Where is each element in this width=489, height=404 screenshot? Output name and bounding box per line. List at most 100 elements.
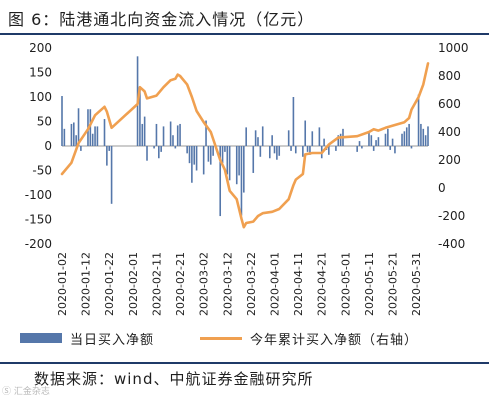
x-tick-label: 2020-05-21 xyxy=(387,252,400,316)
x-tick-label: 2020-04-21 xyxy=(316,252,329,316)
bar-daily-net xyxy=(169,121,172,146)
y-left-tick-label: 150 xyxy=(29,66,52,80)
bar-daily-net xyxy=(176,125,179,146)
bar-daily-net xyxy=(261,126,264,146)
x-tick-label: 2020-05-11 xyxy=(363,252,376,316)
y-left-tick-label: -150 xyxy=(25,213,52,227)
bar-daily-net xyxy=(61,96,63,146)
bar-daily-net xyxy=(252,146,255,173)
bar-daily-net xyxy=(273,146,276,154)
y-left-tick-label: -100 xyxy=(25,188,52,202)
bar-daily-net xyxy=(179,123,181,146)
bar-daily-net xyxy=(417,94,420,146)
bar-daily-net xyxy=(193,146,196,165)
legend-label-cumulative: 今年累计买入净额（右轴） xyxy=(250,332,419,348)
bar-daily-net xyxy=(335,146,337,151)
bar-daily-net xyxy=(408,123,410,146)
bar-daily-net xyxy=(424,135,427,146)
y-left-tick-label: 50 xyxy=(37,115,52,129)
y-right-tick-label: 1000 xyxy=(438,41,469,55)
bar-daily-net xyxy=(328,146,330,155)
title-divider xyxy=(0,33,489,35)
watermark: Ⓢ 汇金杂志 xyxy=(2,387,50,397)
bar-daily-net xyxy=(224,146,226,152)
bar-daily-net xyxy=(108,146,111,151)
bar-daily-net xyxy=(304,120,307,146)
bar-daily-net xyxy=(240,146,243,216)
bar-daily-net xyxy=(94,126,96,146)
bar-daily-net xyxy=(356,146,358,152)
bar-daily-net xyxy=(80,146,82,151)
bar-daily-net xyxy=(370,135,373,146)
bar-daily-net xyxy=(103,119,106,146)
bar-daily-net xyxy=(372,146,375,151)
bar-daily-net xyxy=(207,146,210,162)
bar-daily-net xyxy=(202,146,205,175)
bar-daily-net xyxy=(339,133,342,146)
bar-daily-net xyxy=(268,146,271,159)
source-divider xyxy=(0,362,489,364)
y-right-tick-label: -400 xyxy=(438,237,465,251)
x-tick-label: 2020-03-12 xyxy=(221,252,234,316)
bar-daily-net xyxy=(290,146,292,151)
y-right-tick-label: 200 xyxy=(438,153,461,167)
bar-daily-net xyxy=(89,109,92,146)
x-tick-label: 2020-01-22 xyxy=(103,252,116,316)
x-tick-label: 2020-04-11 xyxy=(292,252,305,316)
bar-daily-net xyxy=(384,133,387,146)
bar-daily-net xyxy=(153,146,155,149)
bar-daily-net xyxy=(278,146,281,156)
x-tick-label: 2020-04-01 xyxy=(269,252,282,316)
bar-daily-net xyxy=(257,137,259,146)
bar-daily-net xyxy=(420,123,422,146)
bar-daily-net xyxy=(75,135,77,146)
data-source: 数据来源：wind、中航证券金融研究所 xyxy=(34,370,314,388)
bar-daily-net xyxy=(259,146,262,157)
bar-daily-net xyxy=(106,146,108,166)
bar-daily-net xyxy=(368,131,370,146)
bar-daily-net xyxy=(318,127,321,146)
x-tick-label: 2020-02-21 xyxy=(174,252,187,316)
bar-daily-net xyxy=(186,146,188,154)
bar-daily-net xyxy=(91,133,94,146)
bar-daily-net xyxy=(387,128,389,146)
bar-daily-net xyxy=(287,130,290,146)
bar-daily-net xyxy=(238,146,240,176)
bar-daily-net xyxy=(254,130,257,146)
bar-daily-net xyxy=(96,126,99,146)
bar-daily-net xyxy=(422,128,425,146)
bar-daily-net xyxy=(292,97,295,146)
bar-daily-net xyxy=(139,88,141,146)
bar-daily-net xyxy=(162,126,165,146)
bar-daily-net xyxy=(361,146,363,149)
bar-daily-net xyxy=(405,127,408,146)
bar-daily-net xyxy=(245,127,247,146)
y-right-tick-label: 400 xyxy=(438,125,461,139)
bar-daily-net xyxy=(146,146,148,161)
y-left-tick-label: 0 xyxy=(44,139,52,153)
bar-daily-net xyxy=(110,146,113,204)
bar-daily-net xyxy=(205,120,207,146)
bar-daily-net xyxy=(70,123,73,146)
bar-daily-net xyxy=(427,126,429,146)
x-tick-label: 2020-02-01 xyxy=(127,252,140,316)
bar-daily-net xyxy=(337,135,340,146)
y-left-tick-label: 200 xyxy=(29,41,52,55)
bar-daily-net xyxy=(195,146,198,171)
legend-item-cumulative: 今年累计买入净额（右轴） xyxy=(200,330,419,348)
bar-daily-net xyxy=(323,138,325,146)
bar-daily-net xyxy=(306,146,309,152)
x-tick-label: 2020-03-22 xyxy=(245,252,258,316)
x-tick-label: 2020-01-02 xyxy=(56,252,69,316)
cumulative-line xyxy=(60,62,430,229)
y-left-tick-label: 100 xyxy=(29,90,52,104)
chart-title: 图 6：陆港通北向资金流入情况（亿元） xyxy=(8,10,315,29)
bar-daily-net xyxy=(410,146,413,149)
bar-daily-net xyxy=(401,133,403,146)
legend-line-swatch xyxy=(200,336,242,340)
bar-daily-net xyxy=(294,146,297,154)
x-tick-label: 2020-05-31 xyxy=(410,252,423,316)
bar-daily-net xyxy=(221,146,224,164)
bar-daily-net xyxy=(311,131,314,146)
bar-daily-net xyxy=(155,123,158,146)
